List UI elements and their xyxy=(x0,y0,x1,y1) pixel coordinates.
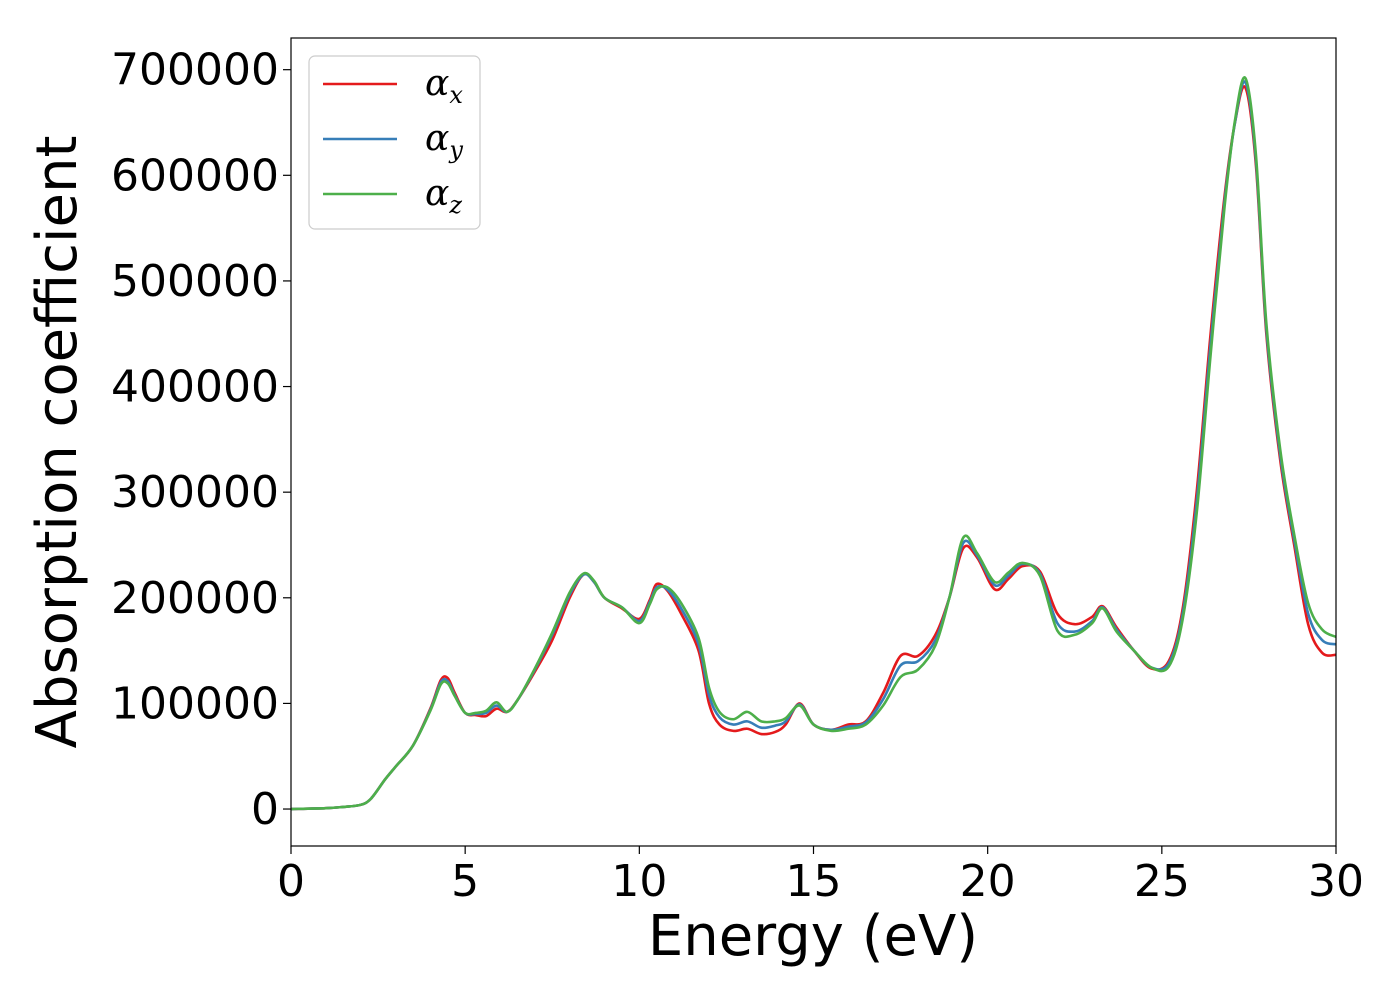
y-tick-label: 700000 xyxy=(111,45,279,96)
legend-label-z: αz xyxy=(425,173,462,219)
x-axis-label: Energy (eV) xyxy=(648,904,978,969)
legend-label-y: αy xyxy=(425,118,463,164)
y-axis: 0 100000 200000 300000 400000 500000 600000 700… xyxy=(111,45,291,835)
y-tick-label: 600000 xyxy=(111,150,279,201)
y-tick-label: 500000 xyxy=(111,256,279,307)
x-tick-label: 15 xyxy=(786,856,842,907)
legend: αx αy αz xyxy=(308,55,481,230)
legend-box xyxy=(308,55,481,230)
y-tick-label: 300000 xyxy=(111,467,279,518)
y-tick-label: 0 xyxy=(251,784,279,835)
x-tick-label: 5 xyxy=(451,856,479,907)
y-tick-label: 400000 xyxy=(111,362,279,413)
y-tick-label: 100000 xyxy=(111,678,279,729)
legend-label-x: αx xyxy=(425,63,463,109)
x-axis: 0 5 10 15 20 25 30 xyxy=(277,846,1364,907)
plot-area xyxy=(290,76,1337,811)
x-tick-label: 30 xyxy=(1308,856,1364,907)
y-axis-label: Absorption coefficient xyxy=(25,136,90,749)
x-tick-label: 10 xyxy=(611,856,667,907)
x-tick-label: 25 xyxy=(1134,856,1190,907)
x-tick-label: 0 xyxy=(277,856,305,907)
y-tick-label: 200000 xyxy=(111,573,279,624)
x-tick-label: 20 xyxy=(960,856,1016,907)
series-line-z xyxy=(290,76,1337,811)
